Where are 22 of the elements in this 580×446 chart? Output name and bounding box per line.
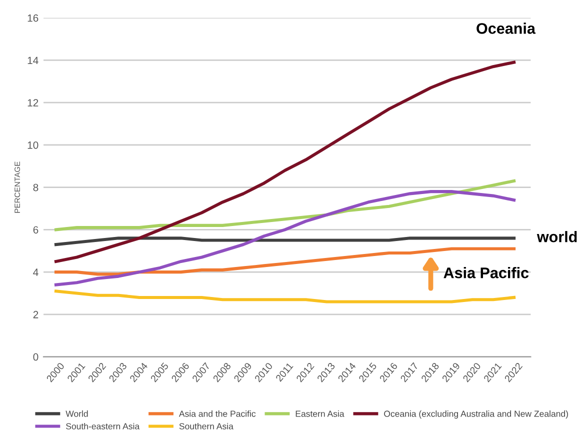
y-tick-label: 12: [28, 99, 38, 106]
line-series: [54, 60, 516, 263]
y-tick-label: 2: [33, 310, 38, 318]
y-tick-label: 8: [33, 184, 38, 192]
legend-label: South-eastern Asia: [66, 422, 140, 430]
legend-label: World: [66, 410, 88, 417]
legend-label: Oceania (excluding Australia and New Zealand): [384, 410, 568, 419]
line-series: [54, 290, 516, 304]
y-tick-label: 0: [33, 353, 38, 361]
legend-label: Southern Asia: [179, 422, 234, 430]
y-tick-label: 14: [28, 56, 38, 64]
line-series: [54, 236, 516, 246]
y-tick-label: 4: [33, 268, 38, 276]
annotation: Asia Pacific: [444, 267, 529, 278]
y-tick-label: 10: [28, 141, 38, 149]
line-series: [54, 179, 516, 232]
annotation: world: [536, 231, 577, 242]
y-tick-label: 6: [33, 226, 38, 234]
annotation: Oceania: [476, 22, 536, 34]
y-tick-label: 16: [28, 14, 38, 22]
legend-label: Asia and the Pacific: [178, 410, 256, 417]
legend-label: Eastern Asia: [296, 410, 344, 417]
